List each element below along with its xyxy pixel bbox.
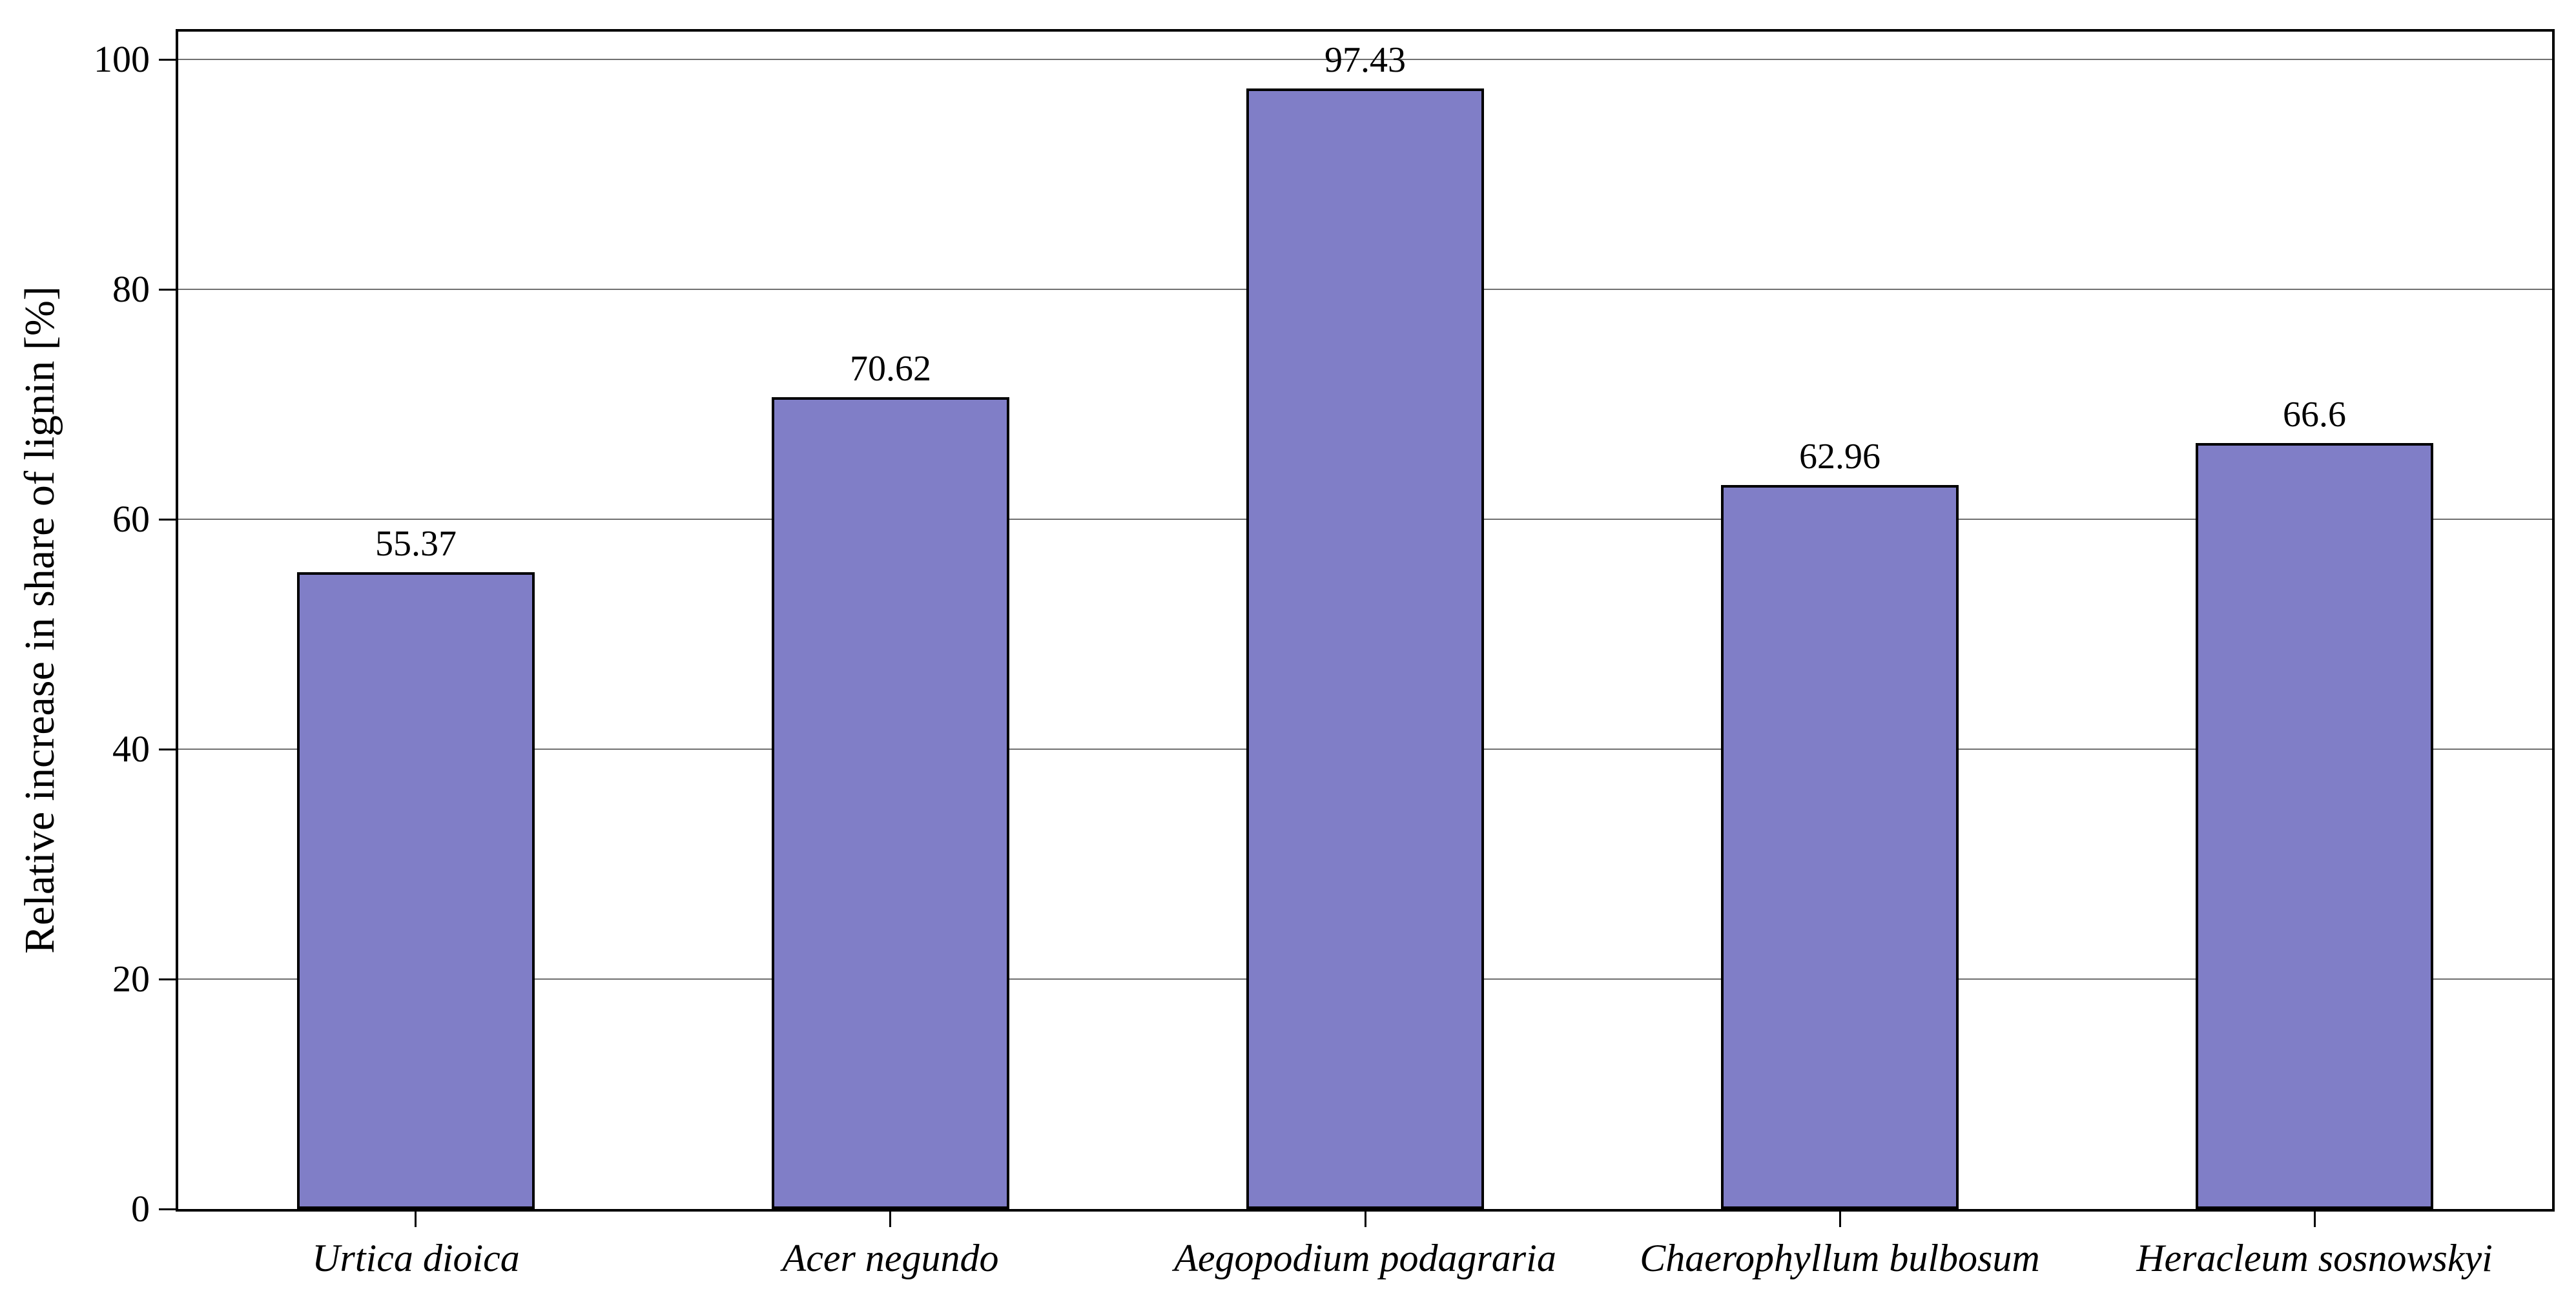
y-axis-label: Relative increase in share of lignin [%] <box>16 286 63 954</box>
y-tick-label: 100 <box>94 37 150 80</box>
x-tick-mark <box>415 1212 417 1227</box>
bar <box>1246 88 1484 1209</box>
y-tick-mark <box>159 748 176 750</box>
bar-value-label: 70.62 <box>850 349 931 389</box>
y-tick-label: 60 <box>112 497 150 540</box>
x-tick-label: Urtica dioica <box>312 1237 520 1279</box>
y-tick-mark <box>159 518 176 521</box>
x-tick-mark <box>1365 1212 1366 1227</box>
x-tick-label: Heracleum sosnowskyi <box>2136 1237 2493 1279</box>
bar <box>772 397 1009 1209</box>
x-tick-mark <box>1839 1212 1841 1227</box>
bar <box>1721 485 1959 1209</box>
bar <box>297 572 535 1209</box>
y-tick-label: 20 <box>112 957 150 1000</box>
y-tick-label: 40 <box>112 727 150 770</box>
gridline <box>178 58 2552 60</box>
x-tick-mark <box>2314 1212 2316 1227</box>
x-tick-label: Aegopodium podagraria <box>1174 1237 1556 1279</box>
bar-value-label: 62.96 <box>1799 437 1880 477</box>
bar-value-label: 97.43 <box>1324 40 1406 80</box>
y-tick-mark <box>159 58 176 61</box>
x-tick-label: Chaerophyllum bulbosum <box>1640 1237 2040 1279</box>
y-tick-mark <box>159 288 176 291</box>
x-tick-label: Acer negundo <box>782 1237 999 1279</box>
y-tick-label: 0 <box>131 1188 150 1230</box>
y-tick-mark <box>159 1208 176 1210</box>
plot-area: 55.37 70.62 97.43 62.96 66.6 <box>176 29 2555 1212</box>
bar-value-label: 66.6 <box>2283 395 2346 435</box>
bar-value-label: 55.37 <box>375 524 457 564</box>
bar <box>2196 443 2433 1209</box>
x-tick-mark <box>889 1212 891 1227</box>
y-tick-label: 80 <box>112 267 150 310</box>
y-tick-mark <box>159 978 176 980</box>
